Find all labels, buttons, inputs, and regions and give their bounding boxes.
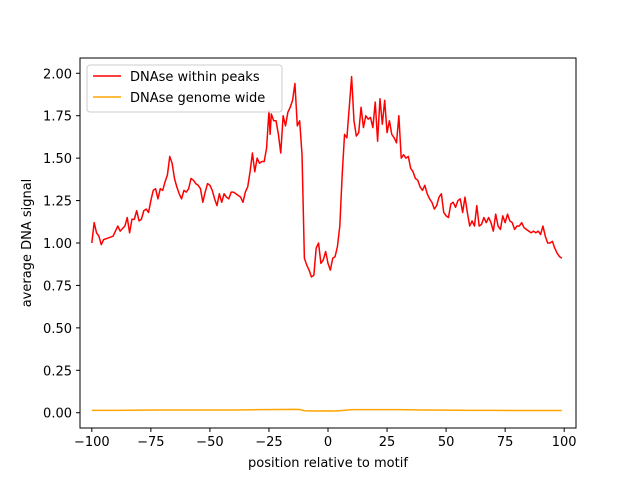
y-tick-label: 1.50: [43, 152, 72, 167]
y-tick-label: 0.25: [43, 364, 72, 379]
y-tick-label: 1.00: [43, 237, 72, 252]
y-tick-label: 1.25: [43, 195, 72, 210]
x-axis-label: position relative to motif: [248, 456, 408, 471]
series-line-1: [91, 408, 562, 412]
x-axis-ticks: −100 −75 −50 −25 0 25 50 75 100: [74, 428, 577, 450]
x-tick-label: −50: [196, 435, 223, 450]
legend-box: [86, 64, 283, 113]
y-tick-label: 0.75: [43, 279, 72, 294]
x-tick-label: 50: [438, 435, 455, 450]
series-layer: [91, 75, 563, 412]
x-tick-label: 75: [497, 435, 514, 450]
legend: DNAse within peaks DNAse genome wide: [86, 64, 283, 113]
legend-label-genome: DNAse genome wide: [130, 91, 265, 106]
x-tick-label: 0: [324, 435, 332, 450]
series-line-0: [91, 75, 563, 278]
y-axis-ticks: 0.00 0.25 0.50 0.75 1.00 1.25 1.50 1.75 2.00: [43, 67, 80, 422]
x-tick-label: 25: [379, 435, 396, 450]
x-tick-label: −75: [137, 435, 164, 450]
y-axis-label: average DNA signal: [20, 179, 35, 308]
x-tick-label: 100: [552, 435, 577, 450]
y-tick-label: 2.00: [43, 67, 72, 82]
x-tick-label: −25: [255, 435, 282, 450]
y-tick-label: 0.00: [43, 407, 72, 422]
y-tick-label: 0.50: [43, 322, 72, 337]
y-tick-label: 1.75: [43, 110, 72, 125]
plot-area: [80, 58, 576, 428]
legend-label-peaks: DNAse within peaks: [130, 70, 260, 85]
x-tick-label: −100: [74, 435, 110, 450]
